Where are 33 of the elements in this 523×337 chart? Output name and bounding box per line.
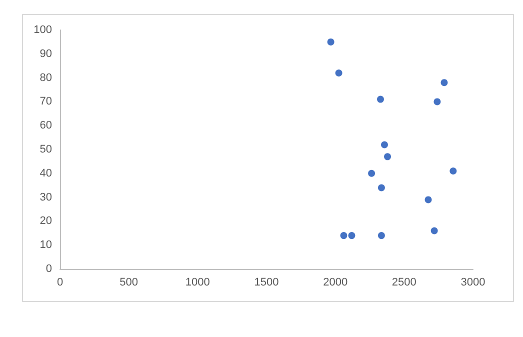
point: [378, 184, 385, 192]
point: [450, 168, 457, 175]
y-tick-label: 20: [40, 215, 52, 228]
x-tick-label: 500: [120, 276, 138, 288]
point: [348, 232, 356, 240]
y-tick-label: 40: [40, 167, 52, 180]
y-tick-label: 30: [40, 191, 52, 204]
point: [424, 196, 432, 204]
y-tick-label: 80: [40, 72, 52, 84]
point: [378, 232, 385, 240]
x-tick-label: 1500: [254, 276, 279, 288]
y-tick-label: 0: [46, 263, 52, 275]
x-tick-label: 0: [56, 276, 64, 288]
point: [440, 79, 448, 86]
point: [368, 170, 376, 177]
point: [327, 38, 334, 46]
point: [380, 141, 388, 148]
x-tick-label: 2000: [323, 276, 348, 288]
y-tick-label: 90: [40, 48, 52, 60]
point: [430, 227, 438, 234]
y-tick-label: 10: [40, 239, 52, 252]
point: [434, 98, 441, 106]
x-tick-label: 2500: [392, 276, 416, 288]
y-tick-label: 60: [40, 120, 52, 132]
x-tick-label: 3000: [460, 276, 486, 288]
y-tick-label: 70: [40, 96, 52, 108]
point: [376, 96, 384, 103]
point: [340, 232, 348, 240]
point: [335, 70, 342, 77]
x-tick-label: 1000: [185, 276, 210, 288]
y-tick-label: 50: [40, 144, 52, 156]
y-tick-label: 100: [34, 24, 52, 36]
point: [384, 153, 392, 160]
